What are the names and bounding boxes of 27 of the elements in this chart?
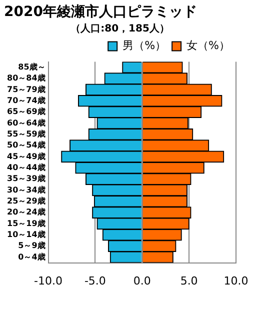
chart-title: 2020年綾瀬市人口ピラミッド — [4, 3, 197, 20]
x-tick-label: -5.0 — [84, 274, 106, 288]
y-tick-label: 85歳～ — [18, 62, 46, 72]
chart-subtitle: （人口:80，185人） — [70, 22, 170, 34]
y-tick-label: 25～29歳 — [7, 196, 46, 206]
x-tick-label: 0.0 — [133, 274, 151, 288]
y-tick-label: 60～64歳 — [7, 118, 46, 128]
x-tick-label: 5.0 — [180, 274, 198, 288]
y-tick-label: 75～79歳 — [7, 84, 46, 94]
y-tick-label: 45～49歳 — [7, 152, 46, 161]
y-tick-label: 5～9歳 — [18, 241, 46, 250]
y-tick-label: 55～59歳 — [7, 129, 46, 138]
y-tick-label: 10～14歳 — [7, 230, 46, 239]
y-tick-label: 50～54歳 — [7, 140, 46, 150]
y-tick-label: 70～74歳 — [7, 96, 46, 105]
legend-label: 男（%） — [122, 39, 166, 52]
x-tick-label: 10.0 — [224, 274, 248, 288]
y-tick-label: 35～39歳 — [7, 174, 46, 184]
y-tick-label: 65～69歳 — [7, 107, 46, 116]
y-tick-label: 15～19歳 — [7, 218, 46, 228]
x-tick-label: -10.0 — [34, 274, 62, 288]
legend-label: 女（%） — [186, 39, 230, 52]
y-tick-label: 20～24歳 — [7, 208, 46, 217]
y-tick-label: 40～44歳 — [7, 162, 46, 172]
y-tick-label: 0～4歳 — [18, 252, 46, 262]
y-tick-label: 80～84歳 — [7, 74, 46, 83]
y-tick-label: 30～34歳 — [7, 185, 46, 194]
